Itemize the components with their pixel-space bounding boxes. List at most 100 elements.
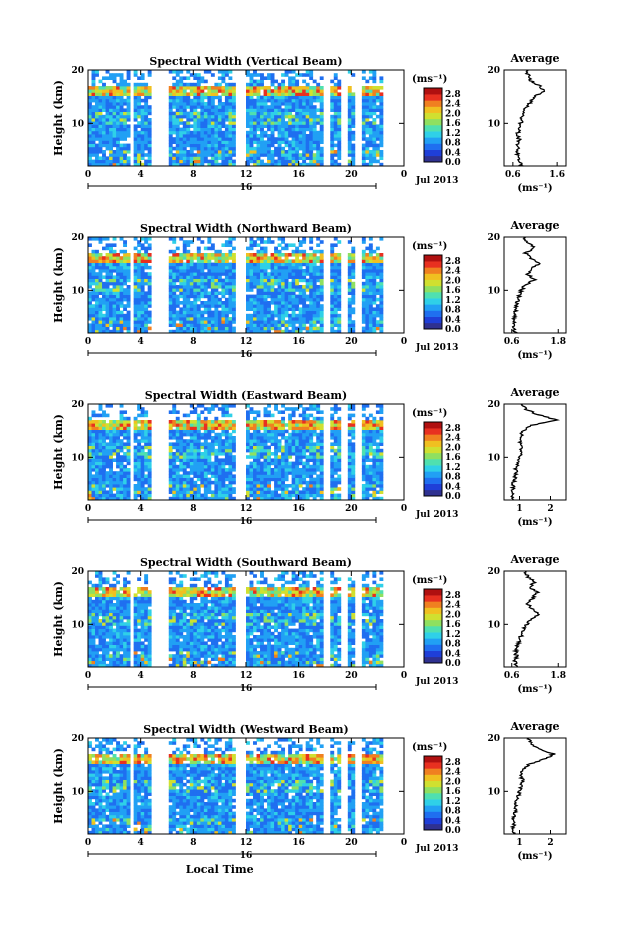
heatmap-cell — [105, 452, 110, 456]
heatmap-cell — [137, 89, 142, 93]
heatmap-cell — [284, 243, 289, 247]
heatmap-cell — [182, 432, 187, 437]
heatmap-cell — [274, 275, 278, 279]
heatmap-cell — [91, 76, 96, 80]
heatmap-cell — [270, 265, 275, 270]
heatmap-cell — [88, 477, 92, 482]
heatmap-cell — [217, 249, 222, 254]
heatmap-cell — [144, 253, 149, 257]
heatmap-cell — [102, 307, 106, 311]
heatmap-cell — [246, 253, 250, 257]
heatmap-cell — [309, 304, 314, 308]
heatmap-cell — [168, 237, 173, 241]
heatmap-cell — [179, 487, 184, 491]
heatmap-cell — [140, 237, 145, 241]
heatmap-cell — [196, 246, 201, 251]
heatmap-cell — [193, 474, 198, 478]
heatmap-cell — [263, 461, 268, 466]
heatmap-cell — [305, 150, 310, 154]
heatmap-cell — [228, 432, 233, 437]
heatmap-cell — [253, 420, 257, 424]
heatmap-cell — [305, 143, 310, 148]
heatmap-cell — [196, 313, 201, 318]
heatmap-cell — [105, 275, 110, 279]
heatmap-cell — [337, 262, 342, 267]
heatmap-cell — [228, 329, 233, 334]
heatmap-cell — [140, 291, 145, 295]
heatmap-cell — [224, 474, 229, 478]
heatmap-cell — [196, 86, 201, 90]
heatmap-cell — [375, 256, 380, 260]
heatmap-cell — [246, 442, 250, 446]
heatmap-cell — [277, 243, 282, 247]
heatmap-cell — [260, 445, 264, 450]
heatmap-cell — [203, 253, 208, 257]
heatmap-cell — [95, 320, 99, 324]
heatmap-cell — [196, 445, 201, 450]
heatmap-cell — [105, 146, 110, 151]
heatmap-cell — [133, 153, 138, 157]
heatmap-cell — [182, 162, 187, 167]
heatmap-cell — [105, 461, 110, 466]
heatmap-cell — [277, 114, 282, 119]
heatmap-cell — [214, 127, 219, 132]
heatmap-cell — [116, 111, 120, 116]
heatmap-cell — [88, 156, 92, 160]
heatmap-cell — [274, 313, 278, 318]
heatmap-cell — [263, 134, 268, 138]
heatmap-cell — [186, 307, 191, 311]
heatmap-cell — [210, 146, 215, 151]
heatmap-cell — [189, 423, 194, 427]
heatmap-cell — [253, 490, 257, 494]
heatmap-cell — [231, 317, 236, 321]
heatmap-cell — [193, 496, 198, 501]
heatmap-cell — [246, 304, 250, 308]
heatmap-cell — [361, 288, 366, 292]
heatmap-cell — [302, 272, 307, 276]
heatmap-cell — [298, 468, 303, 472]
heatmap-cell — [102, 246, 106, 251]
heatmap-cell — [361, 118, 366, 122]
heatmap-cell — [140, 464, 145, 469]
heatmap-cell — [274, 477, 278, 482]
heatmap-cell — [214, 265, 219, 270]
heatmap-cell — [126, 474, 131, 478]
heatmap-cell — [253, 278, 257, 283]
heatmap-cell — [291, 127, 296, 132]
heatmap-cell — [182, 439, 187, 443]
heatmap-cell — [260, 256, 264, 260]
heatmap-cell — [140, 86, 145, 90]
heatmap-cell — [231, 92, 236, 96]
heatmap-cell — [119, 464, 124, 469]
heatmap-cell — [193, 307, 198, 311]
heatmap-cell — [186, 496, 191, 501]
heatmap-cell — [319, 304, 324, 308]
heatmap-cell — [375, 320, 380, 324]
heatmap-cell — [116, 458, 120, 462]
heatmap-cell — [298, 111, 303, 116]
heatmap-cell — [144, 262, 149, 267]
heatmap-cell — [295, 249, 300, 254]
heatmap-cell — [172, 269, 177, 273]
heatmap-cell — [123, 291, 128, 295]
heatmap-cell — [267, 265, 271, 270]
heatmap-cell — [316, 82, 321, 87]
heatmap-cell — [95, 153, 99, 157]
heatmap-cell — [291, 278, 296, 283]
heatmap-cell — [361, 265, 366, 270]
heatmap-cell — [274, 108, 278, 112]
heatmap-cell — [284, 134, 289, 138]
colorbar-swatch — [424, 261, 442, 268]
heatmap-cell — [91, 253, 96, 257]
heatmap-cell — [112, 310, 117, 315]
heatmap-cell — [224, 310, 229, 315]
heatmap-cell — [260, 326, 264, 331]
heatmap-cell — [295, 92, 300, 96]
heatmap-cell — [270, 490, 275, 494]
heatmap-cell — [140, 461, 145, 466]
heatmap-cell — [253, 426, 257, 430]
heatmap-cell — [224, 326, 229, 331]
heatmap-cell — [214, 461, 219, 466]
heatmap-cell — [175, 487, 180, 491]
heatmap-cell — [140, 474, 145, 478]
